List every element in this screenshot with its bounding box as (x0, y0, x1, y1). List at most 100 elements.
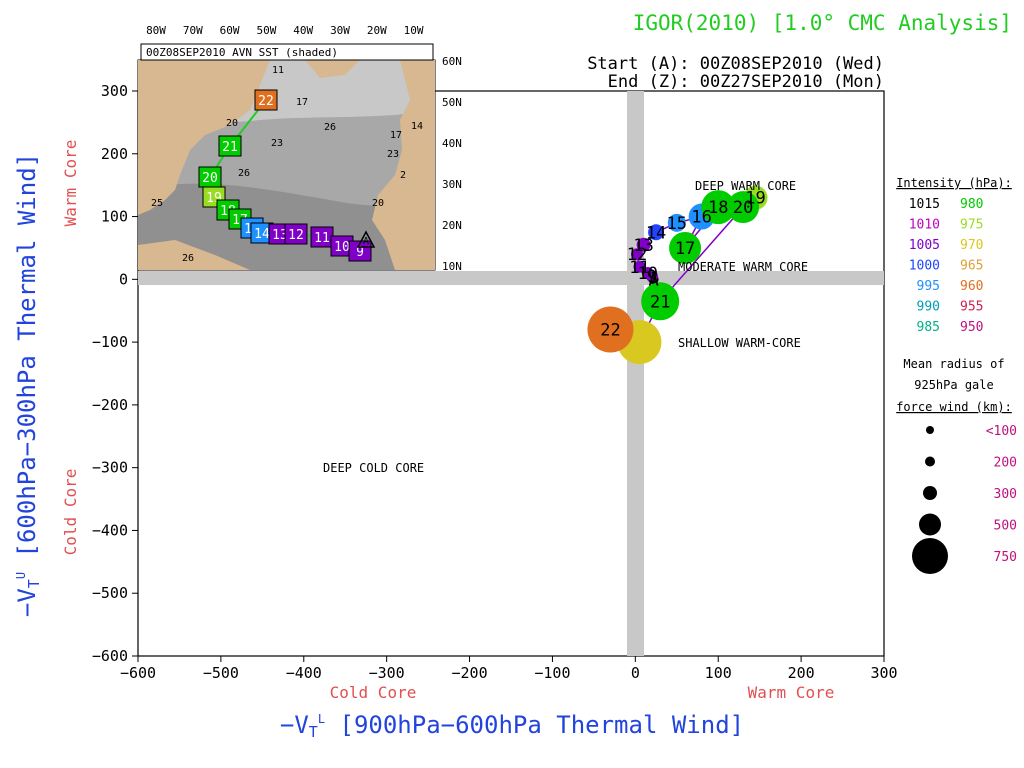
radius-title-2: 925hPa gale (914, 378, 993, 392)
region-deep-cold-core: DEEP COLD CORE (323, 461, 424, 475)
inset-sst-label: 26 (182, 253, 194, 264)
radius-dot (912, 538, 948, 574)
inset-lon-label: 50W (256, 24, 276, 37)
inset-lon-label: 60W (220, 24, 240, 37)
inset-lat-label: 60N (442, 55, 462, 68)
intensity-right: 960 (960, 279, 983, 294)
inset-track-label: 12 (288, 228, 304, 243)
inset-sst-label: 17 (296, 97, 308, 108)
track-point (727, 191, 760, 224)
track-point (669, 231, 702, 264)
inset-lon-label: 30W (330, 24, 350, 37)
intensity-left: 990 (917, 300, 940, 315)
x-cold-core-label: Cold Core (330, 683, 417, 702)
inset-start-marker (356, 230, 376, 248)
inset-lat-label: 20N (442, 219, 462, 232)
radius-label: 200 (994, 456, 1017, 471)
track-point (648, 224, 665, 241)
y-cold-core-label: Cold Core (61, 469, 80, 556)
intensity-right: 980 (960, 197, 983, 212)
inset-lat-label: 50N (442, 96, 462, 109)
intensity-right: 955 (960, 300, 983, 315)
inset-sst-label: 11 (272, 65, 284, 76)
inset-track-label: 11 (314, 231, 330, 246)
track-point (667, 213, 686, 232)
x-tick-label: 300 (870, 664, 897, 682)
track-point-label: 20 (733, 198, 753, 218)
radius-label: 300 (994, 487, 1017, 502)
inset-land-greenland (305, 60, 360, 78)
track-point-label: 14 (646, 223, 666, 243)
inset-title-box (140, 43, 434, 61)
radius-title-1: Mean radius of (903, 357, 1004, 371)
inset-sst-label: 26 (238, 168, 250, 179)
inset-lon-label: 70W (183, 24, 203, 37)
inset-lon-label: 40W (293, 24, 313, 37)
zero-y-band (627, 91, 644, 656)
inset-track-label: 21 (222, 140, 238, 155)
inset-land-africa (372, 60, 435, 270)
inset-track-label: 14 (254, 227, 270, 242)
x-tick-label: −100 (534, 664, 570, 682)
track-point-label: 18 (708, 198, 728, 218)
inset-sst-label: 17 (390, 130, 402, 141)
y-tick-label: 0 (119, 270, 128, 288)
radius-title-3: force wind (km): (896, 400, 1012, 414)
intensity-title: Intensity (hPa): (896, 176, 1012, 190)
inset-lat-label: 40N (442, 137, 462, 150)
inset-lat-label: 30N (442, 178, 462, 191)
y-tick-label: 200 (101, 145, 128, 163)
track-point (641, 282, 680, 321)
inset-track-label: 13 (272, 228, 288, 243)
track-point-label: 19 (745, 189, 765, 209)
intensity-right: 975 (960, 218, 983, 233)
track-point-label: 10 (638, 264, 658, 284)
x-axis-title: −VTL [900hPa−600hPa Thermal Wind] (280, 711, 744, 741)
y-tick-label: 100 (101, 208, 128, 226)
inset-track-label: 9 (356, 245, 364, 260)
inset-track-box (254, 89, 278, 111)
inset-lon-label: 80W (146, 24, 166, 37)
region-moderate-warm-core: MODERATE WARM CORE (678, 260, 808, 274)
track-point (633, 260, 646, 273)
y-axis-title: −VTU [600hPa−300hPa Thermal Wind] (13, 153, 43, 617)
inset-track-label: 10 (334, 240, 350, 255)
intensity-left: 1000 (909, 259, 940, 274)
inset-sst-label: 23 (271, 138, 283, 149)
inset-sst-label: 20 (226, 118, 238, 129)
track-point-label: 15 (667, 214, 687, 234)
intensity-right: 965 (960, 259, 983, 274)
x-tick-label: 200 (788, 664, 815, 682)
intensity-left: 1010 (909, 218, 940, 233)
intensity-left: 985 (917, 320, 940, 335)
intensity-legend: 1015 980 1010 975 1005 970 1000 965 995 960 990 955… (909, 197, 984, 335)
inset-track-box (284, 223, 308, 245)
inset-lat-label: 10N (442, 260, 462, 273)
inset-track-label: 22 (258, 94, 274, 109)
y-tick-label: 300 (101, 82, 128, 100)
track-point-label: 9 (647, 267, 657, 287)
track-point-label: 11 (629, 258, 649, 278)
y-tick-label: −600 (92, 647, 128, 665)
radius-label: <100 (986, 424, 1017, 439)
y-tick-label: −300 (92, 459, 128, 477)
track-point (701, 190, 736, 225)
zero-x-band (138, 271, 884, 285)
region-deep-warm-core: DEEP WARM CORE (695, 179, 796, 193)
inset-sst-labels: 11 17 20 23 26 14 17 26 23 20 25 26 2 (151, 65, 423, 264)
axis-ticks: −600 −500 −400 −300 −200 −100 0 100 200 300300200… (92, 82, 898, 682)
inset-lon-label: 10W (404, 24, 424, 37)
inset-track-box (218, 135, 242, 157)
y-tick-label: −200 (92, 396, 128, 414)
track-point (630, 248, 643, 261)
track-point-label: 16 (691, 208, 711, 228)
radius-label: 750 (994, 550, 1017, 565)
intensity-left: 1015 (909, 197, 940, 212)
track-point-label: 13 (633, 236, 653, 256)
radius-dot (923, 486, 937, 500)
inset-sst-label: 2 (400, 170, 406, 181)
intensity-left: 1005 (909, 238, 940, 253)
y-tick-label: −100 (92, 333, 128, 351)
